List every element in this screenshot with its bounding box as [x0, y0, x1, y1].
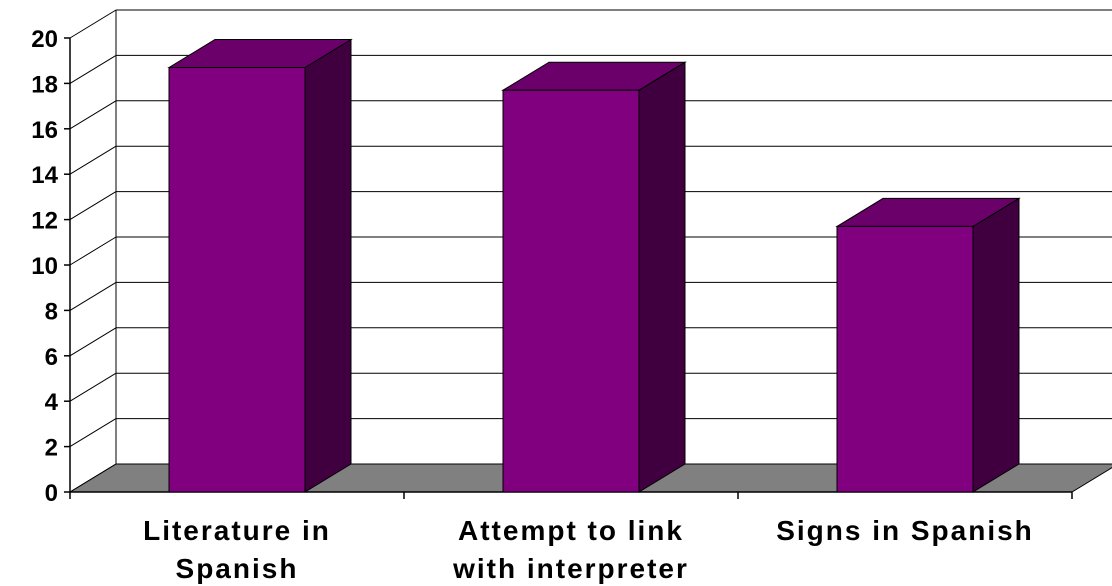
bar-side — [304, 38, 352, 493]
gridline-diagonal — [69, 236, 117, 266]
bar-front — [502, 89, 640, 493]
x-tick-label-line: with interpreter — [452, 553, 689, 584]
gridline-diagonal — [69, 327, 117, 357]
x-tick-label-line: Literature in — [143, 515, 331, 546]
x-tick-label-line: Attempt to link — [458, 515, 684, 546]
x-tick-label-line: Spanish — [176, 553, 299, 584]
bar-2 — [501, 61, 687, 493]
y-tick-label: 18 — [31, 71, 58, 98]
gridline-diagonal — [69, 145, 117, 175]
y-tick-label: 12 — [31, 208, 58, 235]
x-tick-label: Signs in Spanish — [776, 515, 1034, 546]
y-tick-label: 14 — [31, 162, 58, 189]
gridline-diagonal — [69, 463, 117, 493]
x-tick-label-line: Signs in Spanish — [776, 515, 1034, 546]
bar-front — [836, 225, 974, 493]
bar-side — [972, 197, 1020, 493]
gridline-diagonal — [69, 100, 117, 130]
bar-side — [638, 61, 686, 493]
gridline-diagonal — [69, 191, 117, 221]
y-tick-label: 10 — [31, 253, 58, 280]
y-tick-label: 4 — [45, 389, 59, 416]
gridline-diagonal — [69, 281, 117, 311]
y-tick-label: 0 — [45, 480, 58, 507]
y-tick-label: 20 — [31, 26, 58, 53]
bar-1 — [167, 38, 353, 493]
gridline-diagonal — [69, 372, 117, 402]
gridline-diagonal — [69, 54, 117, 84]
y-tick-label: 16 — [31, 117, 58, 144]
bar-front — [168, 67, 306, 493]
y-tick-label: 2 — [45, 435, 58, 462]
x-tick-label: Attempt to link with interpreter — [452, 515, 689, 584]
x-tick-label: Literature in Spanish — [143, 515, 331, 584]
y-tick-label: 6 — [45, 344, 58, 371]
gridline-diagonal — [69, 418, 117, 448]
y-tick-label: 8 — [45, 298, 58, 325]
bar-3 — [835, 197, 1021, 493]
gridline-diagonal — [69, 9, 117, 39]
